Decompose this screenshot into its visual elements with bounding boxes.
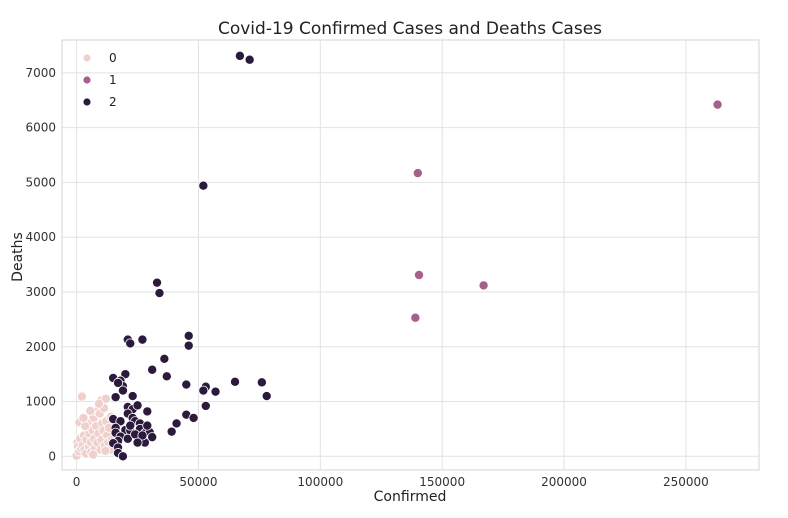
data-point <box>142 406 153 417</box>
data-point <box>478 280 489 291</box>
data-point <box>261 391 272 402</box>
data-point <box>412 168 423 179</box>
data-point <box>147 364 158 375</box>
data-point <box>147 432 158 443</box>
data-point <box>154 288 165 299</box>
data-point <box>234 50 245 61</box>
y-axis-ticks: 0 1000 2000 3000 4000 5000 6000 7000 <box>25 66 56 463</box>
data-point <box>183 340 194 351</box>
y-tick-label: 7000 <box>25 66 56 80</box>
data-point <box>166 426 177 437</box>
data-point <box>256 377 267 388</box>
data-point <box>142 420 153 431</box>
y-tick-label: 1000 <box>25 395 56 409</box>
series-2 <box>108 50 272 462</box>
data-point <box>198 385 209 396</box>
data-point <box>100 445 111 456</box>
data-point <box>161 371 172 382</box>
legend-marker <box>83 54 91 62</box>
data-point <box>76 391 87 402</box>
data-point <box>113 377 124 388</box>
x-tick-label: 0 <box>73 475 81 489</box>
y-tick-label: 5000 <box>25 175 56 189</box>
grid-lines <box>62 40 759 470</box>
chart-title: Covid-19 Confirmed Cases and Deaths Case… <box>218 19 602 39</box>
data-point <box>137 430 148 441</box>
data-point <box>80 421 91 432</box>
data-point <box>171 418 182 429</box>
data-point <box>200 400 211 411</box>
data-point <box>137 334 148 345</box>
data-point <box>712 99 723 110</box>
x-axis-ticks: 0 50000 100000 150000 200000 250000 <box>73 475 709 489</box>
data-point <box>198 180 209 191</box>
y-tick-label: 2000 <box>25 340 56 354</box>
x-tick-label: 100000 <box>297 475 343 489</box>
data-point <box>159 353 170 364</box>
data-point <box>132 400 143 411</box>
data-points <box>71 50 723 462</box>
y-axis-title: Deaths <box>10 232 26 282</box>
legend-label: 2 <box>109 95 117 109</box>
y-tick-label: 0 <box>48 449 56 463</box>
x-tick-label: 200000 <box>541 475 587 489</box>
data-point <box>414 269 425 280</box>
data-point <box>117 451 128 462</box>
legend-marker <box>83 76 91 84</box>
data-point <box>122 433 133 444</box>
x-tick-label: 50000 <box>179 475 217 489</box>
legend-label: 1 <box>109 73 117 87</box>
data-point <box>183 330 194 341</box>
plot-area <box>61 39 760 471</box>
data-point <box>94 398 105 409</box>
data-point <box>100 393 111 404</box>
series-1 <box>410 99 723 323</box>
legend: 0 1 2 <box>83 51 117 109</box>
data-point <box>117 385 128 396</box>
y-tick-label: 6000 <box>25 121 56 135</box>
y-tick-label: 4000 <box>25 230 56 244</box>
x-tick-label: 150000 <box>419 475 465 489</box>
data-point <box>230 376 241 387</box>
data-point <box>244 54 255 65</box>
data-point <box>181 379 192 390</box>
data-point <box>78 412 89 423</box>
data-point <box>410 312 421 323</box>
data-point <box>152 277 163 288</box>
data-point <box>210 386 221 397</box>
x-axis-title: Confirmed <box>374 489 447 505</box>
x-tick-label: 250000 <box>663 475 709 489</box>
data-point <box>132 437 143 448</box>
data-point <box>188 412 199 423</box>
data-point <box>127 391 138 402</box>
data-point <box>125 420 136 431</box>
data-point <box>110 392 121 403</box>
y-tick-label: 3000 <box>25 285 56 299</box>
legend-marker <box>83 98 91 106</box>
legend-label: 0 <box>109 51 117 65</box>
data-point <box>85 405 96 416</box>
data-point <box>125 338 136 349</box>
data-point <box>88 449 99 460</box>
series-0 <box>71 391 117 461</box>
